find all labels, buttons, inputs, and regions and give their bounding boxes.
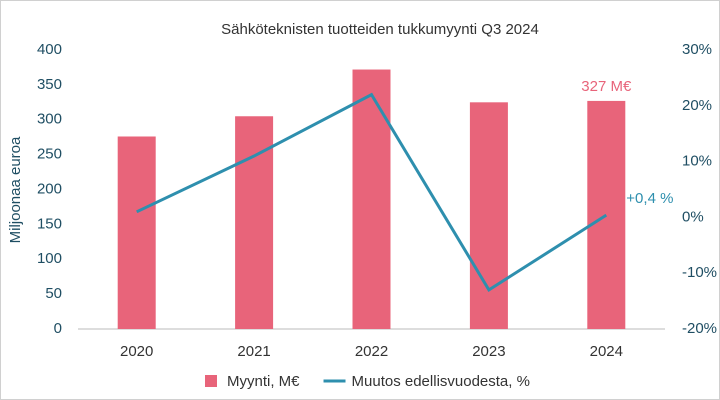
y-tick-label: 0 — [54, 320, 62, 337]
bar — [469, 102, 508, 329]
y-tick-label: 150 — [37, 215, 62, 232]
bar — [117, 136, 156, 329]
legend-label: Muutos edellisvuodesta, % — [352, 373, 530, 390]
y-axis-label: Miljoonaa euroa — [7, 136, 24, 243]
bar — [587, 100, 626, 329]
y2-tick-label: -20% — [682, 320, 717, 337]
y-tick-label: 400 — [37, 41, 62, 58]
y2-tick-label: 0% — [682, 208, 704, 225]
legend-swatch — [205, 375, 217, 387]
x-tick-label: 2021 — [237, 343, 270, 360]
bar — [352, 69, 391, 329]
bar — [235, 116, 274, 329]
x-tick-label: 2020 — [120, 343, 153, 360]
y-tick-label: 200 — [37, 180, 62, 197]
y2-tick-label: -10% — [682, 264, 717, 281]
y-tick-label: 50 — [45, 285, 62, 302]
y-tick-label: 350 — [37, 76, 62, 93]
y2-tick-label: 20% — [682, 97, 712, 114]
y-tick-label: 100 — [37, 250, 62, 267]
x-tick-label: 2024 — [590, 343, 623, 360]
line — [136, 92, 608, 293]
data-label: +0,4 % — [626, 190, 673, 207]
chart-title: Sähköteknisten tuotteiden tukkumyynti Q3… — [221, 21, 539, 38]
y2-tick-label: 10% — [682, 153, 712, 170]
x-tick-label: 2022 — [355, 343, 388, 360]
y-tick-label: 300 — [37, 111, 62, 128]
y2-tick-label: 30% — [682, 41, 712, 58]
y-tick-label: 250 — [37, 146, 62, 163]
data-label: 327 M€ — [581, 78, 632, 95]
x-tick-label: 2023 — [472, 343, 505, 360]
legend-label: Myynti, M€ — [227, 373, 300, 390]
